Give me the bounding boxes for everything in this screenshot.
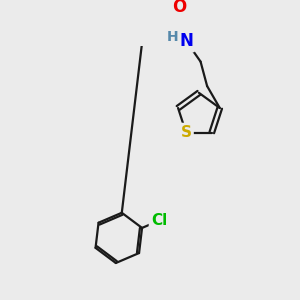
- Text: N: N: [179, 32, 193, 50]
- Text: S: S: [181, 125, 191, 140]
- Text: O: O: [172, 0, 186, 16]
- Text: H: H: [167, 30, 178, 44]
- Text: Cl: Cl: [151, 213, 167, 228]
